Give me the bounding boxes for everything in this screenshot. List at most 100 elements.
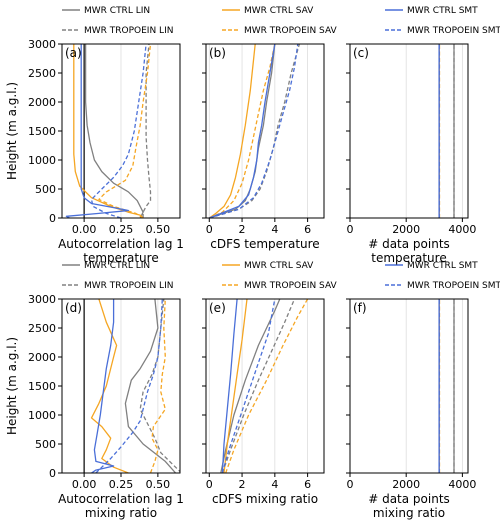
x-axis-label: # data points — [368, 237, 450, 251]
y-tick-label: 2500 — [28, 322, 56, 335]
x-tick-label: 2 — [239, 478, 246, 491]
series-line-mwr-tropoein-sav — [98, 44, 152, 218]
series-line-mwr-ctrl-lin — [220, 299, 281, 473]
y-tick-label: 500 — [35, 438, 56, 451]
y-tick-label: 1000 — [28, 154, 56, 167]
series-line-mwr-tropoein-sav — [225, 299, 309, 473]
x-axis-label: Autocorrelation lag 1 — [58, 237, 184, 251]
x-axis-label: mixing ratio — [373, 506, 445, 520]
legend-2: MWR CTRL LIN MWR CTRL SAV MWR CTRL SMT MWR … — [62, 261, 500, 291]
x-axis-label: temperature — [371, 251, 446, 265]
x-tick-label: 4 — [271, 478, 278, 491]
panel-label: (d) — [65, 301, 82, 315]
x-tick-label: 6 — [304, 223, 311, 236]
x-tick-label: 0 — [206, 223, 213, 236]
panel-b: 0 2 4 6 (b) cDFS temperature — [202, 43, 325, 251]
legend-label: MWR CTRL LIN — [84, 6, 150, 16]
x-axis-label: Autocorrelation lag 1 — [58, 492, 184, 506]
legend-label: MWR CTRL SMT — [407, 6, 478, 16]
y-tick-label: 1500 — [28, 125, 56, 138]
y-tick-label: 500 — [35, 183, 56, 196]
series-line-mwr-tropoein-lin — [209, 44, 301, 218]
y-tick-label: 1500 — [28, 380, 56, 393]
plot-frame — [349, 43, 469, 219]
x-axis-label: cDFS mixing ratio — [212, 492, 318, 506]
y-axis-label: Height (m a.g.l.) — [5, 337, 19, 435]
legend-1: MWR CTRL LIN MWR CTRL SAV MWR CTRL SMT MWR … — [62, 6, 500, 36]
y-tick-label: 0 — [49, 212, 56, 225]
x-tick-label: 0 — [347, 223, 354, 236]
series-line-mwr-tropoein-lin — [142, 44, 152, 218]
panel-label: (b) — [209, 46, 226, 60]
x-tick-label: 2000 — [392, 478, 420, 491]
series-line-mwr-ctrl-smt — [221, 299, 238, 473]
x-tick-label: 0.25 — [109, 223, 134, 236]
series-group — [220, 299, 309, 473]
legend-label: MWR TROPOEIN SMT — [407, 26, 500, 36]
plot-frame — [349, 298, 469, 474]
x-tick-label: 0.50 — [146, 478, 171, 491]
legend-label: MWR CTRL LIN — [84, 261, 150, 271]
series-line-mwr-tropoein-smt — [95, 299, 163, 473]
x-tick-label: 4000 — [448, 223, 476, 236]
series-line-mwr-ctrl-lin — [84, 44, 144, 218]
x-tick-label: 0.00 — [72, 223, 97, 236]
series-line-mwr-tropoein-sav — [149, 299, 166, 473]
x-tick-label: 0.00 — [72, 478, 97, 491]
legend-label: MWR TROPOEIN SAV — [244, 281, 338, 291]
y-tick-label: 2000 — [28, 351, 56, 364]
legend-label: MWR TROPOEIN LIN — [84, 26, 173, 36]
x-tick-label: 4000 — [448, 478, 476, 491]
panel-label: (e) — [209, 301, 226, 315]
series-group — [438, 44, 455, 218]
panel-label: (c) — [353, 46, 369, 60]
panel-label: (a) — [65, 46, 82, 60]
series-line-mwr-ctrl-lin — [124, 299, 177, 473]
panel-d: 0.00 0.25 0.50 0 500 1000 1500 2000 2500 3000 (d) A… — [28, 293, 184, 520]
series-line-mwr-tropoein-smt — [209, 44, 299, 218]
legend-label: MWR TROPOEIN SMT — [407, 281, 500, 291]
legend-label: MWR CTRL SAV — [244, 6, 314, 16]
x-tick-label: 0 — [347, 478, 354, 491]
legend-label: MWR CTRL SAV — [244, 261, 314, 271]
x-tick-label: 0.50 — [146, 223, 171, 236]
series-line-mwr-tropoein-lin — [139, 299, 180, 473]
series-line-mwr-tropoein-lin — [221, 299, 296, 473]
legend-label: MWR TROPOEIN LIN — [84, 281, 173, 291]
x-tick-label: 4 — [271, 223, 278, 236]
x-tick-label: 0.25 — [109, 478, 134, 491]
panel-e: 0 2 4 6 (e) cDFS mixing ratio — [202, 298, 325, 506]
y-tick-label: 3000 — [28, 38, 56, 51]
x-tick-label: 2000 — [392, 223, 420, 236]
series-line-mwr-ctrl-smt — [65, 44, 130, 218]
y-tick-label: 2000 — [28, 96, 56, 109]
legend-label: MWR CTRL SMT — [407, 261, 478, 271]
series-line-mwr-ctrl-smt — [91, 299, 115, 473]
x-tick-label: 0 — [206, 478, 213, 491]
panel-label: (f) — [353, 301, 367, 315]
y-tick-label: 0 — [49, 467, 56, 480]
y-tick-label: 1000 — [28, 409, 56, 422]
x-axis-label: # data points — [368, 492, 450, 506]
series-line-mwr-ctrl-smt — [209, 44, 276, 218]
series-group — [65, 44, 152, 218]
y-axis-label: Height (m a.g.l.) — [5, 82, 19, 180]
series-group — [438, 299, 455, 473]
plot-frame — [205, 43, 325, 219]
x-axis-label: mixing ratio — [85, 506, 157, 520]
y-tick-label: 3000 — [28, 293, 56, 306]
series-line-mwr-ctrl-sav — [208, 44, 256, 218]
series-group — [208, 44, 301, 218]
x-tick-label: 6 — [304, 478, 311, 491]
y-tick-label: 2500 — [28, 67, 56, 80]
x-axis-label: cDFS temperature — [210, 237, 319, 251]
series-line-mwr-tropoein-smt — [221, 299, 276, 473]
series-group — [90, 299, 180, 473]
x-tick-label: 2 — [239, 223, 246, 236]
series-line-mwr-tropoein-sav — [209, 44, 276, 218]
series-line-mwr-ctrl-sav — [223, 299, 248, 473]
x-axis-label: temperature — [83, 251, 158, 265]
